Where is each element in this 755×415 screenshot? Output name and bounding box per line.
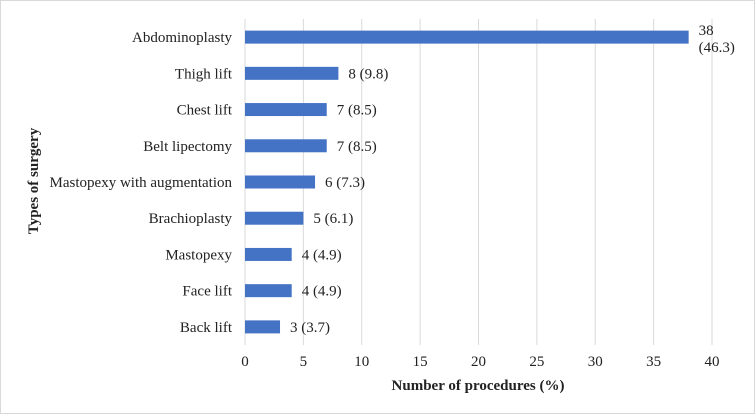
x-tick-label: 15 — [413, 354, 428, 370]
bar — [245, 320, 281, 334]
x-tick-labels: 0 5 10 15 20 25 30 35 40 — [241, 354, 719, 370]
category-label: Mastopexy — [165, 247, 232, 263]
category-label: Abdominoplasty — [132, 30, 232, 46]
data-label: 7 (8.5) — [337, 103, 377, 119]
category-label: Thigh lift — [175, 66, 233, 82]
bar — [245, 66, 339, 80]
category-label: Mastopexy with augmentation — [50, 175, 233, 191]
x-tick-label: 0 — [241, 354, 249, 370]
data-label: 8 (9.8) — [348, 66, 388, 82]
bar — [245, 247, 292, 261]
category-label: Face lift — [182, 284, 232, 300]
x-tick-label: 5 — [300, 354, 308, 370]
data-label: 7 (8.5) — [337, 139, 377, 155]
bar — [245, 211, 304, 225]
data-labels: 38 (46.3) 8 (9.8) 7 (8.5) 7 (8.5) 6 (7.3) 5 (6… — [290, 23, 735, 336]
category-labels: Abdominoplasty Thigh lift Chest lift Belt l… — [50, 30, 233, 336]
x-tick-label: 35 — [646, 354, 661, 370]
x-tick-label: 40 — [705, 354, 720, 370]
bar — [245, 284, 292, 298]
category-label: Belt lipectomy — [143, 139, 232, 155]
data-label: 3 (3.7) — [290, 320, 330, 336]
data-label: 5 (6.1) — [313, 211, 353, 227]
bars — [245, 30, 689, 334]
y-axis-title: Types of surgery — [26, 127, 42, 234]
x-tick-label: 20 — [471, 354, 486, 370]
x-tick-label: 10 — [354, 354, 369, 370]
bar — [245, 175, 316, 189]
category-label: Chest lift — [177, 103, 233, 119]
data-label: 4 (4.9) — [302, 247, 342, 263]
category-label: Brachioplasty — [149, 211, 233, 227]
bar — [245, 30, 689, 44]
data-label: 38 (46.3) — [699, 23, 735, 56]
x-axis-title: Number of procedures (%) — [392, 378, 565, 394]
x-tick-label: 25 — [529, 354, 544, 370]
bar — [245, 103, 327, 117]
data-label: 4 (4.9) — [302, 284, 342, 300]
category-label: Back lift — [180, 320, 233, 336]
data-label: 6 (7.3) — [325, 175, 365, 191]
x-tick-label: 30 — [588, 354, 603, 370]
bar — [245, 139, 327, 153]
